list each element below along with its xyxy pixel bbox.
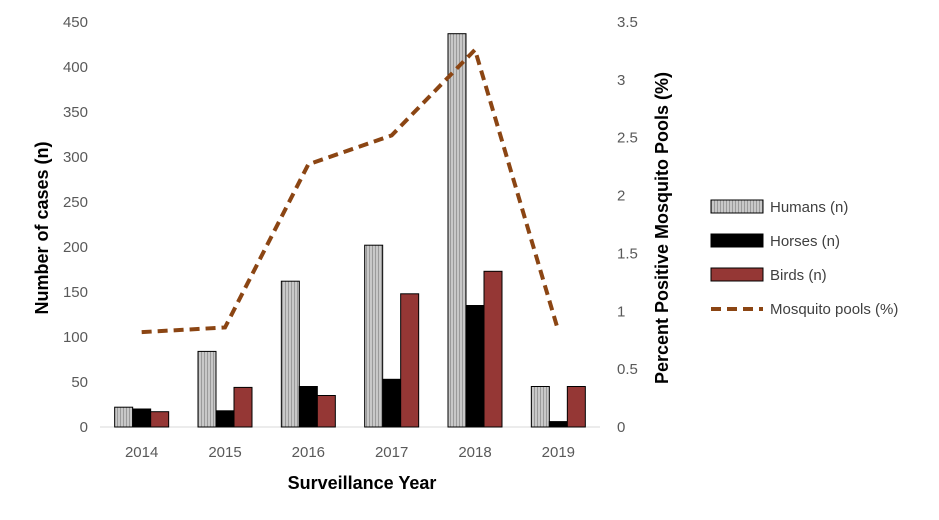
y2-tick-label: 2.5 xyxy=(617,130,638,147)
y-tick-label: 0 xyxy=(80,419,88,436)
legend-label: Humans (n) xyxy=(770,199,848,216)
legend-label: Birds (n) xyxy=(770,267,827,284)
y-tick-label: 300 xyxy=(63,149,88,166)
bar-birds-2014 xyxy=(150,411,170,428)
bar-horses-2019 xyxy=(548,421,568,428)
bar-birds-2019 xyxy=(566,386,586,428)
x-tick-label: 2017 xyxy=(375,444,408,461)
bar-humans-2015 xyxy=(197,350,217,428)
axis-ticks: 0 50 100 150 200 250 300 350 400 450 0 0.5 1 1.5 2 2.5 3… xyxy=(63,14,638,461)
y2-tick-label: 0 xyxy=(617,419,625,436)
bar-birds-2016 xyxy=(316,395,336,428)
legend-swatch xyxy=(710,267,764,282)
bar-humans-2018 xyxy=(447,33,467,428)
bar-humans-2017 xyxy=(364,244,384,428)
bar-horses-2014 xyxy=(132,408,152,428)
x-tick-label: 2015 xyxy=(208,444,241,461)
y-tick-label: 350 xyxy=(63,104,88,121)
y2-tick-label: 3 xyxy=(617,72,625,89)
legend-swatch xyxy=(710,199,764,214)
bar-humans-2019 xyxy=(530,386,550,428)
y-tick-label: 100 xyxy=(63,329,88,346)
y-tick-label: 150 xyxy=(63,284,88,301)
bar-birds-2018 xyxy=(483,270,503,428)
y2-axis-title: Percent Positive Mosquito Pools (%) xyxy=(652,72,672,384)
line-mosquito-pools xyxy=(141,45,561,335)
bars xyxy=(114,33,586,428)
y-tick-label: 400 xyxy=(63,59,88,76)
y2-tick-label: 1 xyxy=(617,303,625,320)
y-tick-label: 250 xyxy=(63,194,88,211)
bar-humans-2016 xyxy=(280,280,300,428)
y2-tick-label: 3.5 xyxy=(617,14,638,31)
bar-humans-2014 xyxy=(114,406,134,428)
legend-label: Horses (n) xyxy=(770,233,840,250)
legend: Humans (n) Horses (n) Birds (n) Mosquito po… xyxy=(710,199,898,318)
bar-birds-2017 xyxy=(400,293,420,428)
x-tick-label: 2018 xyxy=(458,444,491,461)
y-tick-label: 200 xyxy=(63,239,88,256)
y-tick-label: 450 xyxy=(63,14,88,31)
legend-label: Mosquito pools (%) xyxy=(770,301,898,318)
x-tick-label: 2016 xyxy=(292,444,325,461)
y2-tick-label: 0.5 xyxy=(617,361,638,378)
y-axis-title: Number of cases (n) xyxy=(32,141,52,314)
bar-horses-2015 xyxy=(215,410,235,428)
x-tick-label: 2014 xyxy=(125,444,158,461)
x-axis-title: Surveillance Year xyxy=(288,473,437,493)
bar-horses-2016 xyxy=(298,386,318,428)
y-tick-label: 50 xyxy=(71,374,88,391)
bar-horses-2018 xyxy=(465,305,485,428)
bar-birds-2015 xyxy=(233,386,253,428)
bar-horses-2017 xyxy=(382,378,402,428)
x-tick-label: 2019 xyxy=(542,444,575,461)
y2-tick-label: 2 xyxy=(617,188,625,205)
y2-tick-label: 1.5 xyxy=(617,245,638,262)
legend-swatch xyxy=(710,233,764,248)
mosquito-line xyxy=(141,45,561,335)
